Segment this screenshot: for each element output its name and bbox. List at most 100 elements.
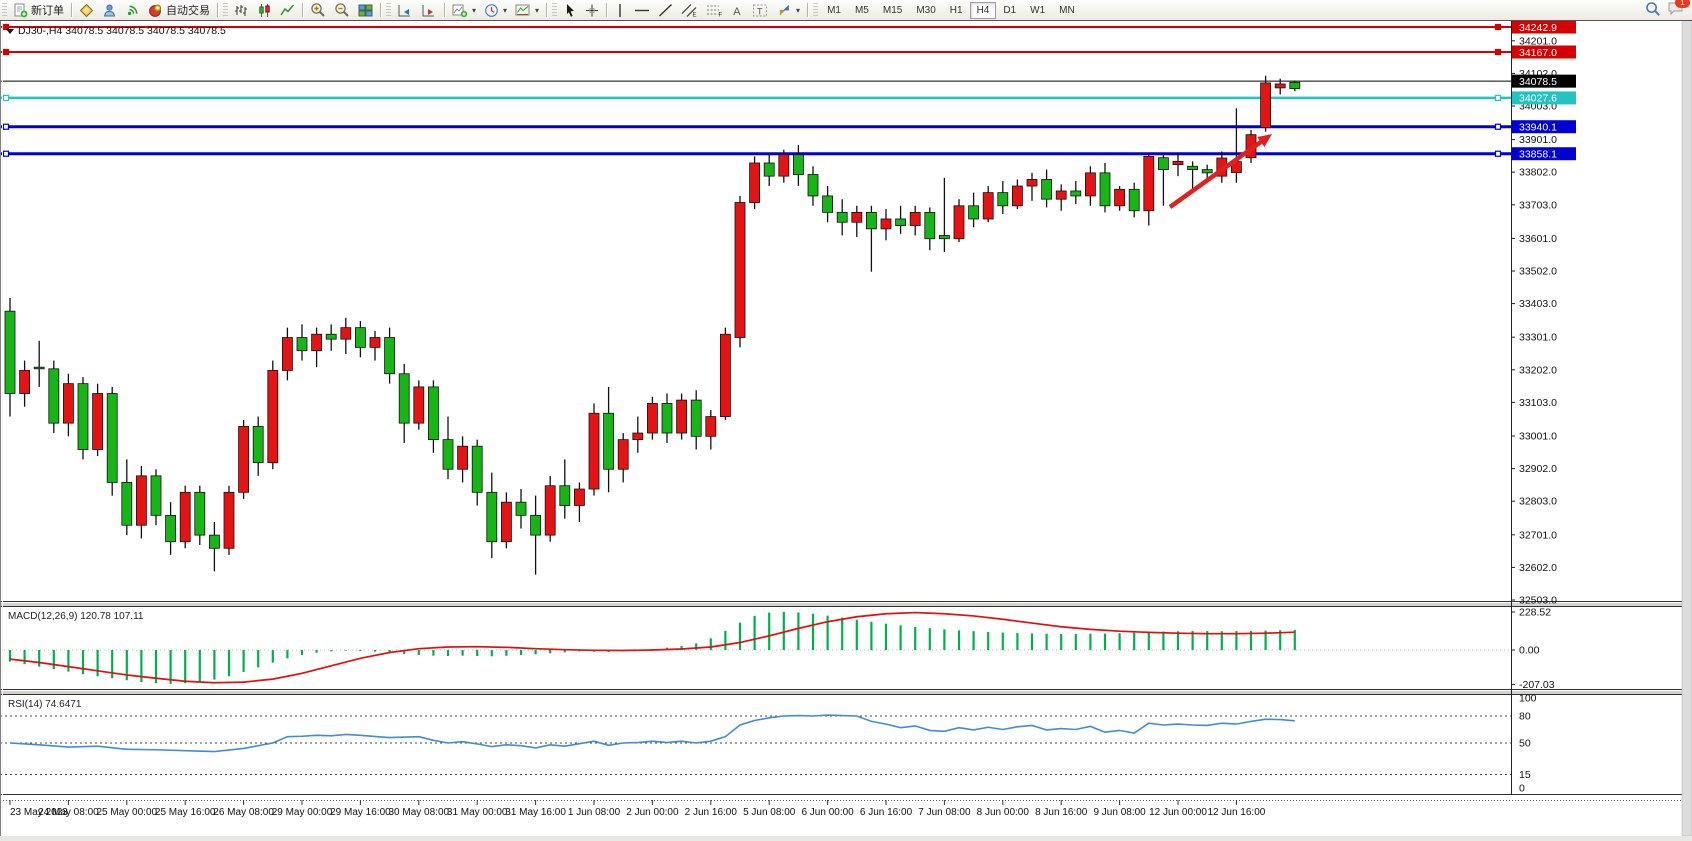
price-tick-label: 33802.0: [1519, 167, 1557, 179]
candle: [588, 412, 600, 490]
community-button[interactable]: [98, 1, 121, 19]
trend-arrow-line[interactable]: [1168, 137, 1266, 209]
candle: [559, 485, 571, 506]
candle: [1274, 83, 1286, 89]
line-handle[interactable]: [1494, 23, 1502, 31]
crosshair-tool-button[interactable]: [581, 1, 603, 19]
candle: [194, 491, 206, 536]
time-tick-label: 23 May 2023: [10, 807, 68, 818]
line-handle[interactable]: [2, 23, 10, 31]
zoom-out-button[interactable]: [330, 1, 354, 19]
price-tick-label: 34201.0: [1519, 35, 1557, 47]
svg-text:A: A: [733, 5, 741, 17]
rsi-axis-label: 100: [1519, 693, 1537, 705]
line-chart-button[interactable]: [276, 1, 299, 19]
chart-title: DJ30-,H4 34078.5 34078.5 34078.5 34078.5: [18, 25, 226, 37]
vertical-line-tool-button[interactable]: [610, 1, 630, 19]
price-axis: 34201.034102.034003.033901.033802.033703…: [1511, 20, 1576, 795]
separator: [302, 3, 303, 17]
candle: [1041, 179, 1052, 200]
line-handle[interactable]: [1494, 123, 1502, 130]
symbol-dropdown-icon[interactable]: [6, 29, 14, 34]
timeframe-d1[interactable]: D1: [1003, 4, 1017, 16]
candle: [92, 393, 103, 450]
timeframe-h1[interactable]: H1: [949, 4, 963, 16]
arrows-tool-button[interactable]: ▾: [772, 1, 804, 19]
text-label-tool-button[interactable]: T: [748, 1, 772, 19]
time-tick-label: 5 Jun 08:00: [743, 807, 796, 818]
candle: [384, 337, 396, 375]
search-icon: [1646, 1, 1660, 16]
text-tool-button[interactable]: A: [727, 1, 748, 19]
timeframe-h4[interactable]: H4: [969, 1, 997, 19]
price-tick-label: 32902.0: [1519, 463, 1557, 475]
candle: [63, 383, 74, 424]
search-button[interactable]: [1645, 1, 1661, 20]
candle: [1201, 169, 1213, 174]
new-order-button[interactable]: 新订单: [9, 1, 68, 19]
periods-button[interactable]: ▾: [480, 1, 511, 19]
dropdown-caret: ▾: [503, 5, 508, 15]
line-handle[interactable]: [1494, 48, 1502, 56]
auto-trading-button[interactable]: 自动交易: [144, 1, 214, 19]
panel-splitter[interactable]: [0, 690, 1692, 694]
toolbar-grip[interactable]: [813, 3, 819, 17]
indicators-button[interactable]: ▾: [448, 1, 480, 19]
toolbar-grip[interactable]: [552, 3, 558, 17]
tile-windows-button[interactable]: [354, 1, 377, 19]
step-forward-button[interactable]: [417, 1, 441, 19]
time-tick-label: 2 Jun 00:00: [626, 807, 679, 818]
toolbar-grip[interactable]: [2, 3, 7, 17]
line-handle[interactable]: [2, 150, 10, 157]
timeframe-mn[interactable]: MN: [1059, 4, 1075, 16]
notification-badge: 1: [1675, 0, 1690, 8]
toolbar-grip[interactable]: [386, 3, 391, 17]
candle: [238, 426, 250, 493]
line-chart-icon: [280, 4, 295, 15]
styler-button[interactable]: [75, 1, 98, 19]
notifications-button[interactable]: 1: [1667, 0, 1690, 19]
trend-arrow-head[interactable]: [1257, 134, 1272, 147]
step-back-button[interactable]: [393, 1, 417, 19]
timeframe-w1[interactable]: W1: [1030, 4, 1046, 16]
candle: [734, 202, 746, 338]
templates-button[interactable]: ▾: [511, 1, 543, 19]
candle: [121, 482, 133, 526]
line-handle[interactable]: [2, 123, 10, 130]
panel-splitter[interactable]: [0, 602, 1692, 606]
rsi-axis-label: 15: [1519, 769, 1531, 781]
bar-chart-button[interactable]: [230, 1, 253, 19]
price-badge-label: 34242.9: [1519, 22, 1557, 34]
rsi-line: [9, 714, 1295, 753]
separator: [606, 3, 608, 17]
timeframe-m1[interactable]: M1: [827, 4, 841, 16]
price-badge: [1512, 74, 1576, 88]
time-tick-label: 31 May 16:00: [505, 807, 566, 818]
zoom-in-button[interactable]: [306, 1, 330, 19]
candlestick-chart-button[interactable]: [253, 1, 276, 19]
line-handle[interactable]: [2, 94, 10, 102]
separator: [380, 3, 381, 17]
candle: [325, 333, 337, 340]
candle: [442, 439, 454, 470]
chart-canvas[interactable]: 34201.034102.034003.033901.033802.033703…: [0, 19, 1692, 837]
macd-panel: [0, 611, 1511, 684]
time-tick-label: 8 Jun 00:00: [977, 807, 1030, 818]
line-handle[interactable]: [1494, 150, 1502, 157]
time-tick-label: 26 May 08:00: [213, 807, 274, 818]
channel-tool-button[interactable]: E: [677, 1, 702, 19]
line-handle[interactable]: [1494, 94, 1502, 102]
timeframe-m15[interactable]: M15: [882, 4, 903, 16]
candle: [749, 162, 760, 203]
candle: [661, 402, 673, 434]
cursor-tool-button[interactable]: [559, 1, 581, 19]
toolbar-grip[interactable]: [223, 3, 228, 17]
separator: [217, 3, 218, 17]
signals-button[interactable]: [121, 1, 144, 19]
timeframe-m5[interactable]: M5: [854, 4, 869, 16]
line-handle[interactable]: [2, 48, 10, 56]
trendline-tool-button[interactable]: [654, 1, 677, 19]
timeframe-m30[interactable]: M30: [916, 4, 936, 16]
horizontal-line-tool-button[interactable]: [630, 1, 654, 19]
fibonacci-tool-button[interactable]: F: [702, 1, 727, 19]
